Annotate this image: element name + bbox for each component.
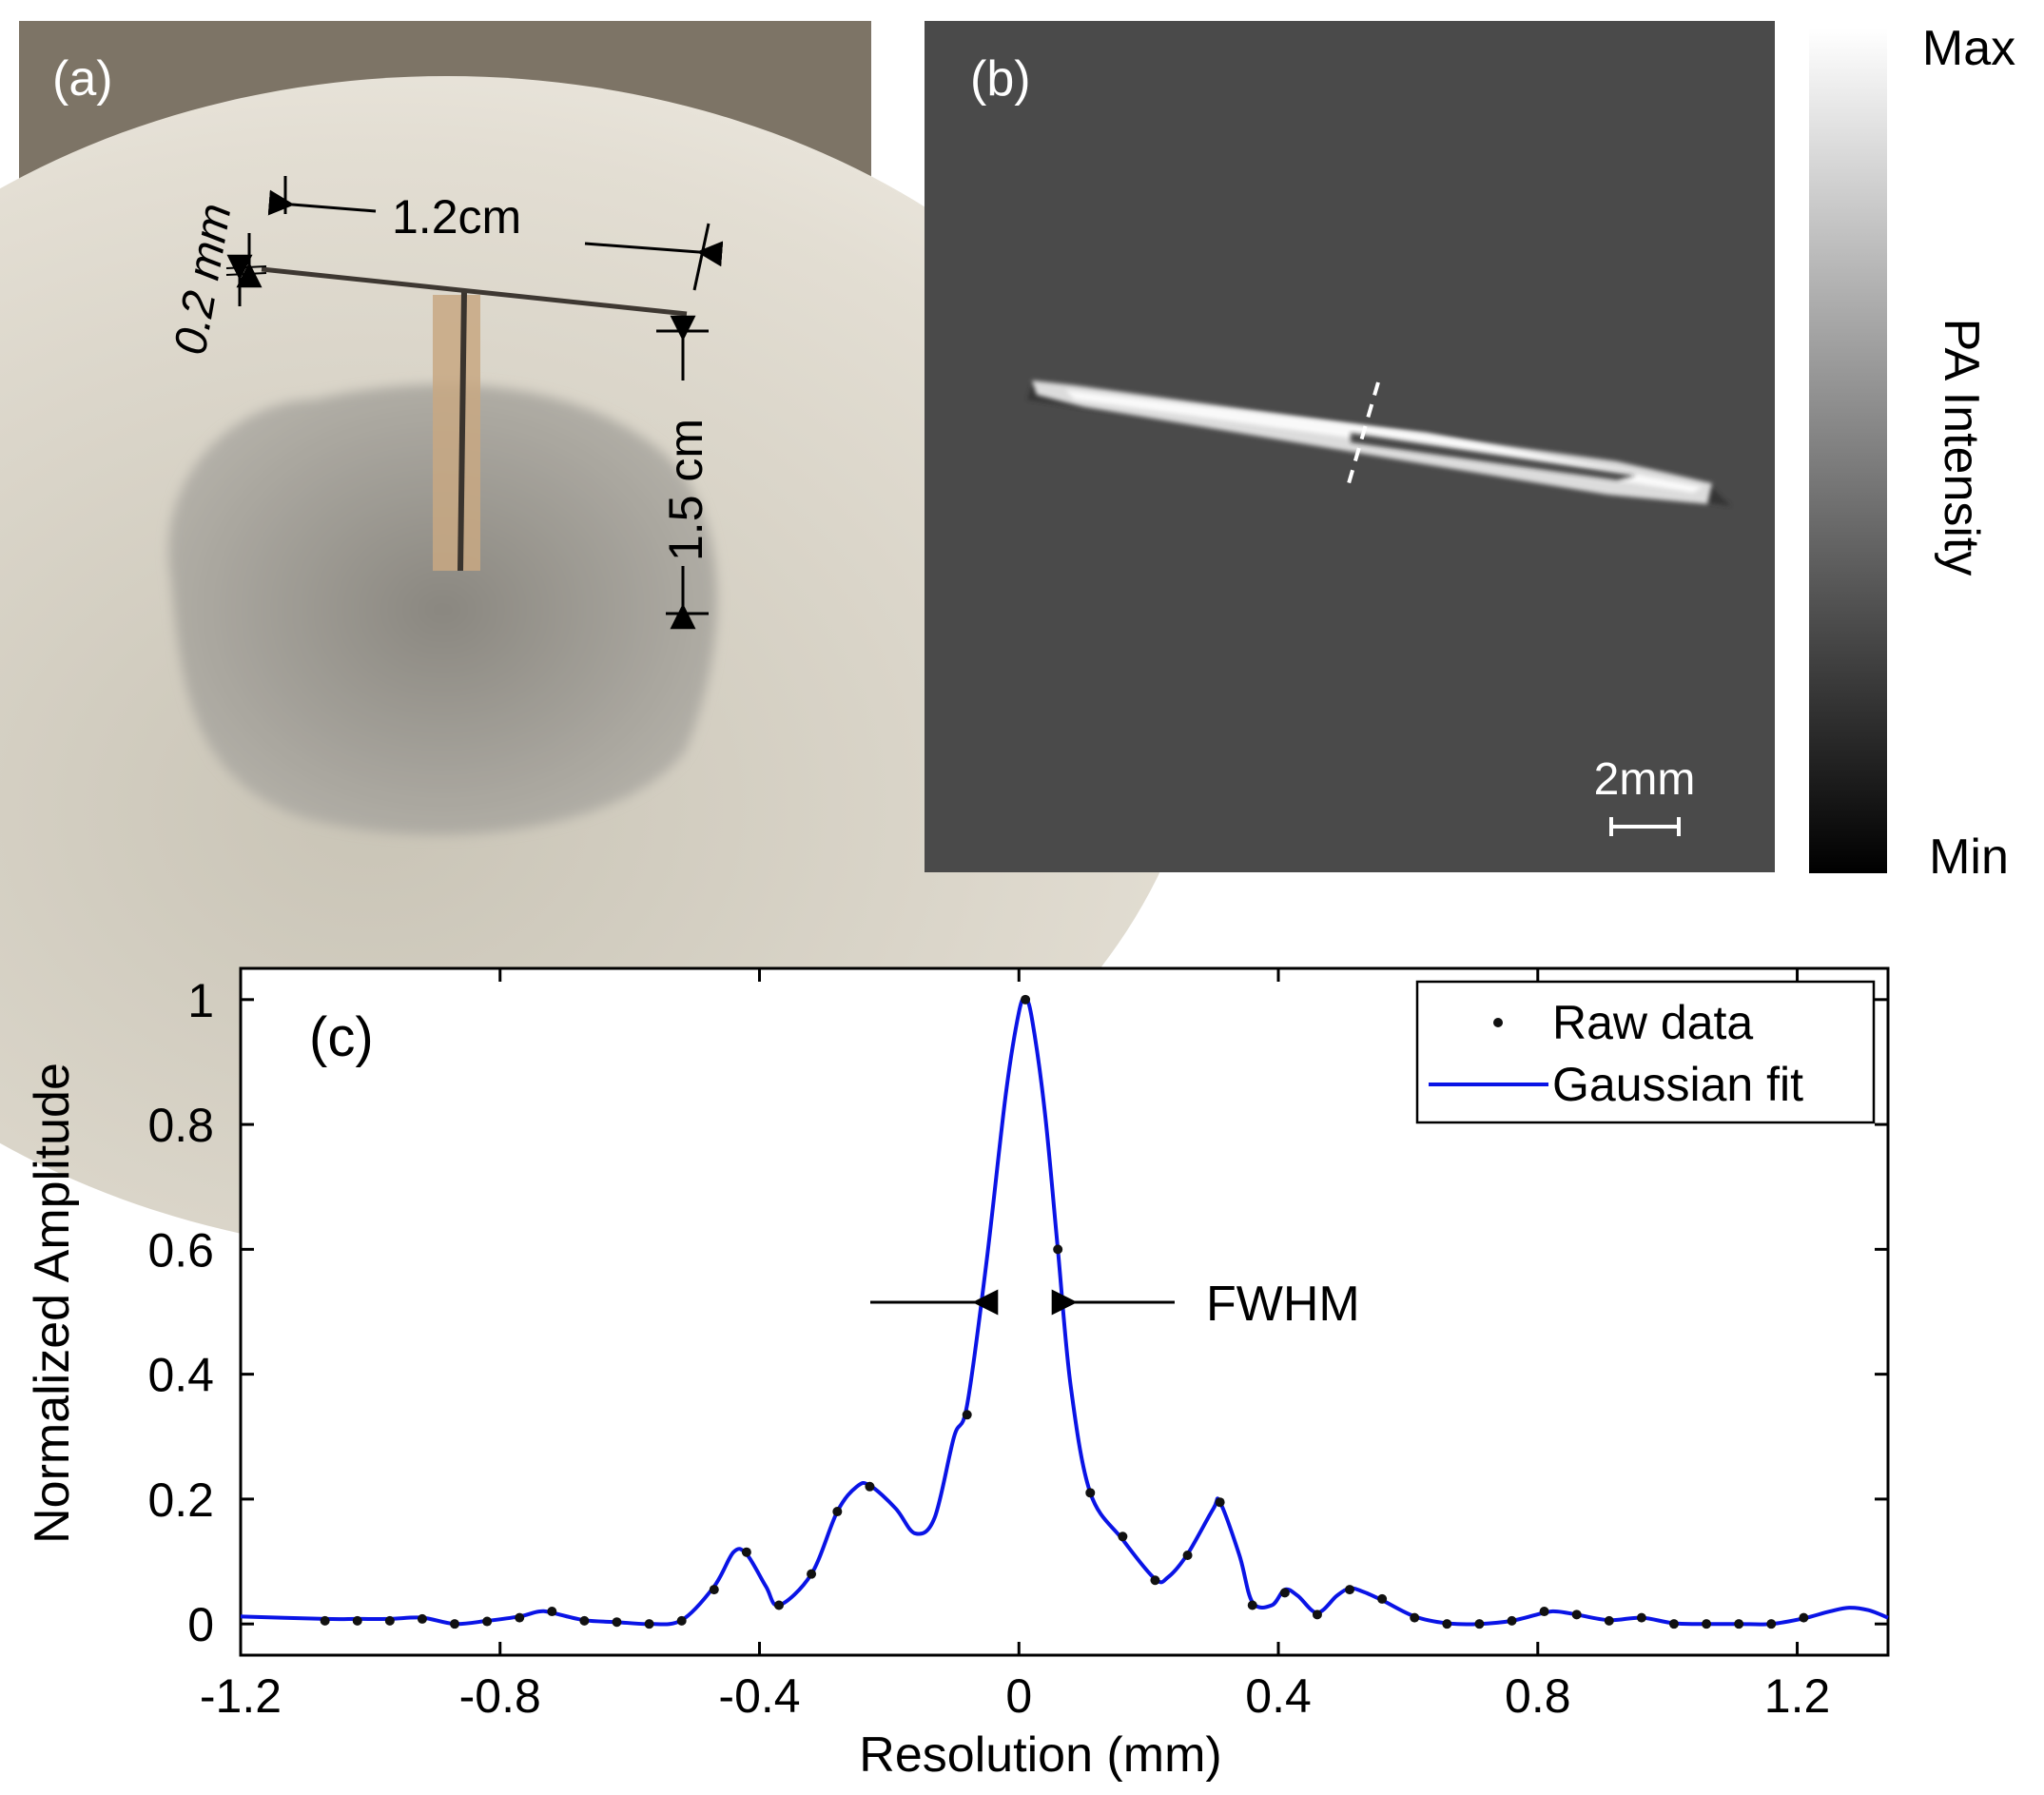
- x-tick-label: 1.2: [1764, 1669, 1831, 1723]
- raw-data-point: [1279, 1588, 1290, 1598]
- x-tick-label: -1.2: [200, 1669, 282, 1723]
- y-tick-label: 0.6: [147, 1223, 214, 1277]
- legend-raw-marker: [1493, 1018, 1503, 1027]
- y-tick-label: 0.4: [147, 1349, 214, 1402]
- raw-data-point: [1799, 1612, 1809, 1623]
- raw-data-point: [1636, 1612, 1646, 1623]
- vertical-wire: [457, 290, 467, 572]
- raw-data-point: [1507, 1615, 1517, 1626]
- dim-stem-height: 1.5 cm: [659, 419, 712, 561]
- raw-data-point: [482, 1616, 493, 1627]
- x-tick-label: -0.8: [459, 1669, 541, 1723]
- raw-data-point: [352, 1615, 362, 1626]
- raw-data-point: [1734, 1619, 1744, 1629]
- profile-line: [1345, 381, 1380, 491]
- y-axis-label: Normalized Amplitude: [25, 1063, 80, 1544]
- legend-box: [1415, 980, 1876, 1124]
- raw-data-point: [1150, 1575, 1160, 1586]
- legend: Raw data Gaussian fit: [1415, 980, 1876, 1124]
- raw-data-point: [644, 1619, 654, 1629]
- dim-diameter-tick-bottom: [225, 272, 267, 276]
- raw-data-point: [1247, 1600, 1257, 1610]
- dim-diameter-tick-top: [225, 265, 267, 269]
- raw-data-point: [612, 1617, 622, 1628]
- horizontal-wire: [261, 266, 688, 317]
- raw-data-point: [1345, 1585, 1355, 1595]
- raw-data-point: [1571, 1610, 1582, 1620]
- raw-data-point: [676, 1615, 687, 1626]
- raw-data-point: [709, 1585, 719, 1595]
- pa-target-dark-band: [1351, 433, 1636, 480]
- wire-holder: [433, 295, 480, 571]
- x-tick-label: 0.8: [1505, 1669, 1571, 1723]
- raw-data-point: [1474, 1619, 1485, 1629]
- legend-fit-label: Gaussian fit: [1552, 1058, 1803, 1111]
- raw-data-point: [1053, 1244, 1063, 1255]
- raw-data-point: [1410, 1612, 1420, 1623]
- raw-data-point: [1021, 994, 1031, 1005]
- raw-data-point: [450, 1619, 460, 1629]
- raw-data-point: [1539, 1607, 1549, 1617]
- fwhm-label: FWHM: [1206, 1277, 1360, 1332]
- y-tick-label: 1: [187, 974, 214, 1027]
- raw-data-point: [1702, 1619, 1712, 1629]
- colorbar: [1809, 29, 1887, 873]
- panel-c-chart: 0 0.2 0.4 0.6 0.8 1 -1.2 -0.8 -0.4 0 0.4 0.8 1.2 (c…: [25, 966, 1890, 1783]
- raw-data-point: [773, 1600, 784, 1610]
- legend-raw-label: Raw data: [1552, 996, 1753, 1049]
- raw-data-point: [865, 1481, 875, 1492]
- colorbar-max-label: Max: [1922, 21, 2015, 76]
- raw-data-point: [741, 1547, 751, 1557]
- raw-data-point: [1312, 1610, 1322, 1620]
- scale-bar-label: 2mm: [1594, 754, 1696, 805]
- panel-a: (a) 1.2cm 0.2 mm 1.5 cm: [0, 21, 1208, 1256]
- raw-data-point: [579, 1615, 590, 1626]
- dim-arrow-right: [584, 241, 724, 267]
- raw-data-point: [1604, 1615, 1614, 1626]
- y-axis-ticks: 0 0.2 0.4 0.6 0.8 1: [147, 974, 1888, 1651]
- raw-data-point: [384, 1615, 395, 1626]
- x-tick-label: 0: [1005, 1669, 1032, 1723]
- panel-b: (b) 2mm Max Min PA Intensity: [925, 21, 2015, 885]
- raw-data-point: [1182, 1550, 1193, 1560]
- panel-c-label: (c): [309, 1006, 374, 1068]
- raw-data-point: [807, 1569, 817, 1579]
- raw-data-point: [962, 1410, 972, 1420]
- raw-data-point: [1215, 1497, 1225, 1508]
- panel-b-label: (b): [970, 51, 1031, 107]
- gel-puddle: [168, 384, 717, 835]
- dim-arrow-left: [267, 189, 377, 216]
- raw-data-point: [547, 1607, 557, 1617]
- raw-data-point: [1442, 1619, 1452, 1629]
- x-tick-label: -0.4: [718, 1669, 800, 1723]
- raw-data-point: [320, 1615, 330, 1626]
- raw-data-point: [832, 1507, 843, 1517]
- raw-data-point: [515, 1612, 525, 1623]
- raw-data-point: [1085, 1488, 1096, 1498]
- colorbar-title: PA Intensity: [1934, 319, 1989, 576]
- y-tick-label: 0.8: [147, 1099, 214, 1152]
- x-axis-ticks: -1.2 -0.8 -0.4 0 0.4 0.8 1.2: [200, 968, 1830, 1723]
- raw-data-point: [1118, 1532, 1128, 1542]
- y-tick-label: 0: [187, 1598, 214, 1651]
- dim-wire-length: 1.2cm: [392, 190, 521, 244]
- raw-data-point: [1668, 1619, 1679, 1629]
- y-tick-label: 0.2: [147, 1473, 214, 1527]
- colorbar-min-label: Min: [1929, 829, 2009, 885]
- raw-data-point: [1766, 1619, 1777, 1629]
- x-tick-label: 0.4: [1245, 1669, 1312, 1723]
- raw-data-point: [417, 1613, 427, 1624]
- panel-a-label: (a): [52, 51, 113, 107]
- raw-data-point: [1377, 1593, 1388, 1604]
- raw-data-points: [320, 994, 1809, 1629]
- x-axis-label: Resolution (mm): [859, 1727, 1221, 1783]
